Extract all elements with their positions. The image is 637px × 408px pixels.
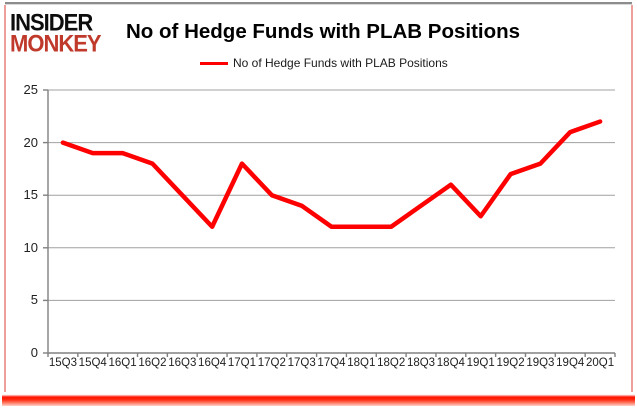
left-border	[4, 5, 6, 394]
x-tick-label: 17Q2	[257, 357, 286, 369]
x-tick-label: 16Q1	[108, 357, 137, 369]
y-tick-label: 0	[30, 345, 38, 360]
x-tick-label: 16Q4	[198, 357, 227, 369]
x-tick-label: 16Q3	[168, 357, 197, 369]
y-tick-label: 5	[30, 292, 38, 308]
logo-text-monkey: MONKEY	[10, 29, 102, 57]
y-tick-label: 20	[23, 134, 38, 150]
x-tick-label: 20Q1	[586, 357, 615, 369]
x-tick-label: 16Q2	[138, 357, 167, 369]
x-tick-label: 15Q3	[48, 357, 77, 369]
x-tick-label: 17Q1	[227, 357, 257, 369]
right-border	[631, 5, 633, 394]
chart-title: No of Hedge Funds with PLAB Positions	[126, 20, 521, 43]
insider-monkey-logo: INSIDER MONKEY	[10, 8, 102, 57]
x-tick-label: 19Q2	[496, 357, 525, 369]
x-tick-label: 18Q3	[406, 357, 436, 369]
x-tick-label: 19Q1	[466, 357, 495, 369]
y-tick-label: 10	[23, 239, 38, 255]
x-tick-label: 18Q1	[347, 357, 376, 369]
legend-label: No of Hedge Funds with PLAB Positions	[233, 56, 448, 70]
legend-line-swatch	[200, 61, 228, 65]
bottom-glow-border	[2, 392, 635, 406]
logo-text-insider: INSIDER	[10, 8, 93, 36]
x-tick-label: 15Q4	[78, 357, 107, 369]
x-tick-label: 19Q4	[556, 357, 585, 369]
y-tick-label: 25	[23, 82, 38, 97]
legend: No of Hedge Funds with PLAB Positions	[200, 56, 448, 70]
series-line	[60, 119, 603, 230]
x-tick-label: 18Q4	[436, 357, 465, 369]
x-tick-label: 17Q4	[317, 357, 346, 369]
x-tick-label: 18Q2	[377, 357, 406, 369]
x-tick-label: 19Q3	[526, 357, 555, 369]
x-tick-label: 17Q3	[287, 357, 316, 369]
y-tick-label: 15	[23, 187, 38, 203]
top-border	[5, 2, 632, 5]
